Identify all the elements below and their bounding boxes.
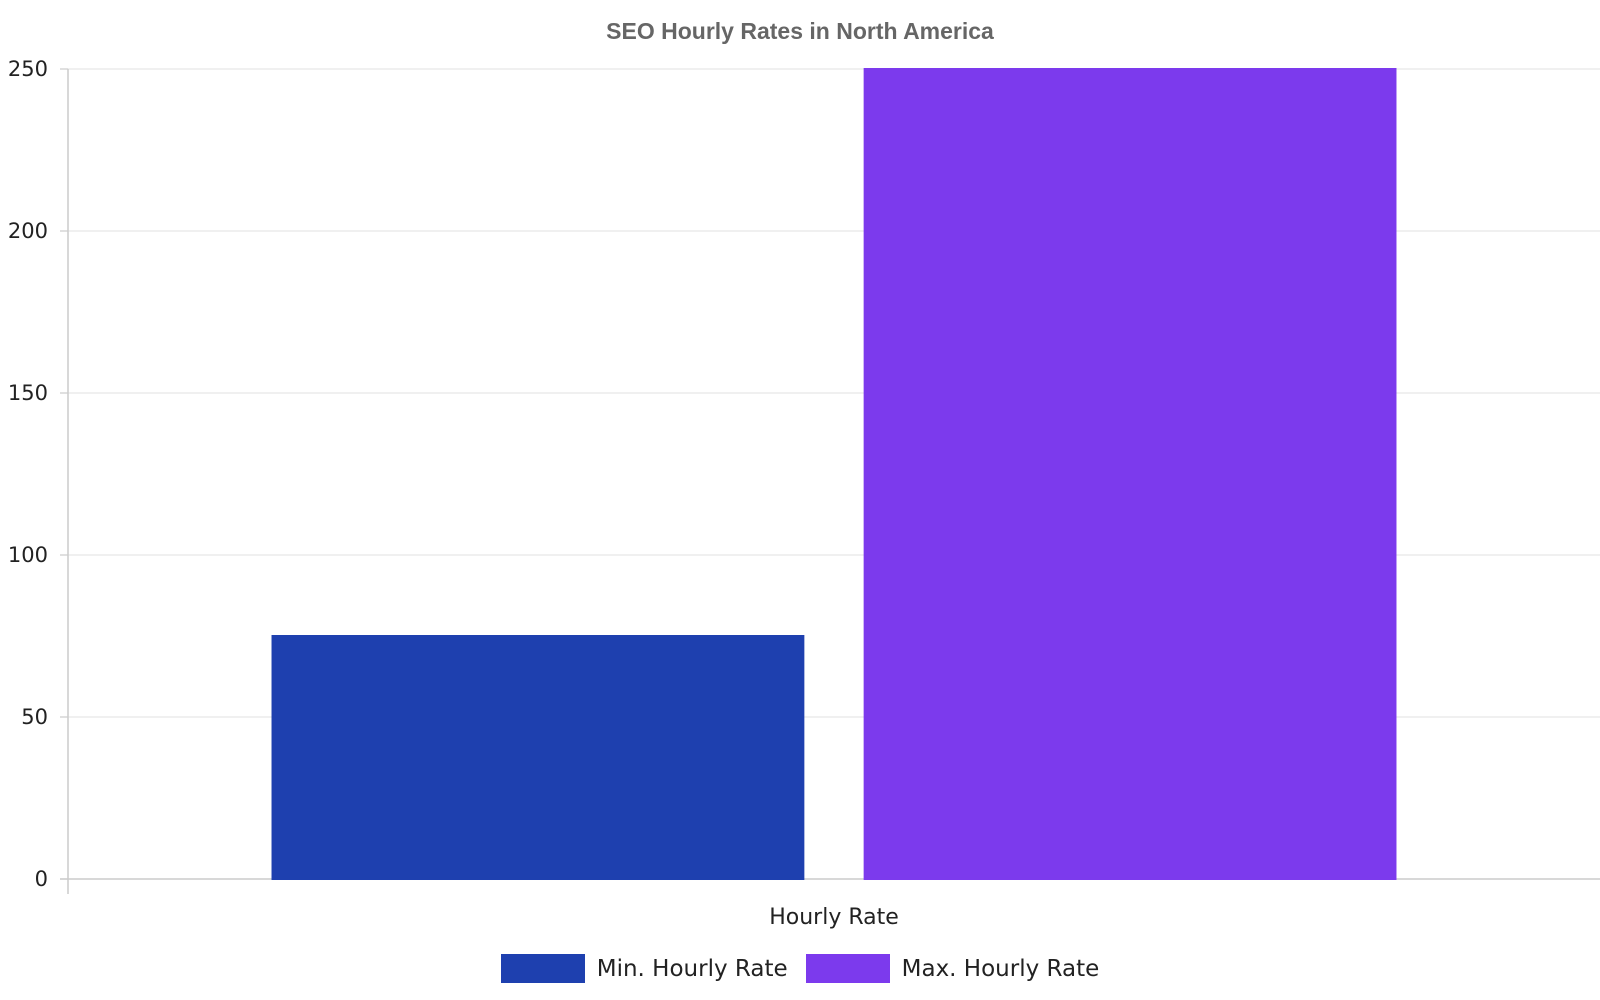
y-tick-label-0: 0 [35,867,48,891]
bar-max-hourly-rate[interactable] [863,68,1397,880]
bar-min-hourly-rate[interactable] [271,635,805,880]
legend-item-max[interactable]: Max. Hourly Rate [805,954,1100,983]
bars [271,68,1397,880]
y-tick-label-150: 150 [8,381,48,405]
y-tick-label-100: 100 [8,543,48,567]
legend: Min. Hourly Rate Max. Hourly Rate [0,954,1600,983]
chart-title: SEO Hourly Rates in North America [606,18,994,44]
y-tick-label-200: 200 [8,219,48,243]
legend-item-min[interactable]: Min. Hourly Rate [500,954,788,983]
legend-label-max: Max. Hourly Rate [901,955,1100,982]
y-tick-label-250: 250 [8,57,48,81]
axis-labels: 0 50 100 150 200 250 Hourly Rate [8,57,899,930]
x-category-label: Hourly Rate [769,905,899,930]
legend-swatch-min [500,954,585,983]
y-tick-label-50: 50 [21,705,48,729]
legend-label-min: Min. Hourly Rate [596,955,788,982]
legend-swatch-max [805,954,890,983]
